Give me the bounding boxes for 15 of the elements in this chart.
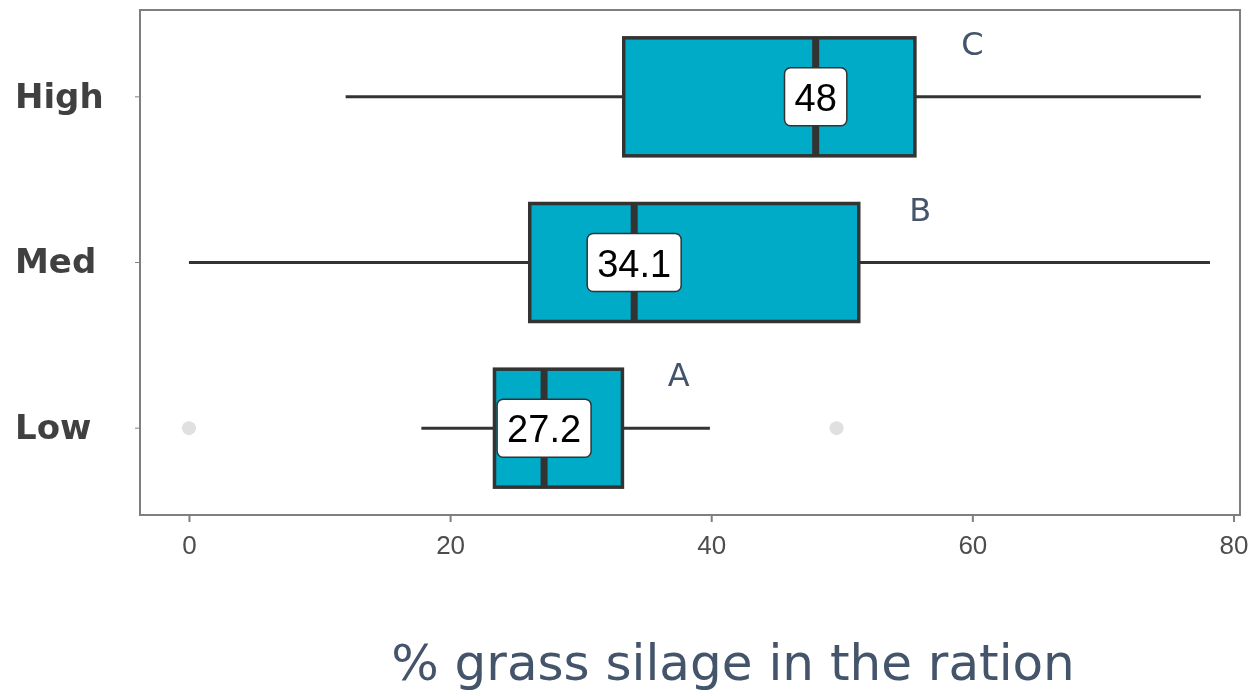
y-tick-label: High [15, 75, 104, 116]
x-tick-label: 80 [1219, 529, 1249, 560]
annotation: A [667, 356, 690, 395]
x-axis-title: % grass silage in the ration [391, 634, 1075, 692]
annotation: C [961, 24, 984, 63]
annotation: 27.2 [507, 408, 582, 451]
x-tick-label: 0 [182, 529, 197, 560]
y-tick-label: Low [15, 407, 92, 448]
x-tick-label: 20 [436, 529, 466, 560]
annotation: B [909, 190, 932, 229]
annotation: 48 [794, 76, 837, 119]
y-tick-label: Med [15, 241, 97, 282]
x-tick-label: 40 [697, 529, 727, 560]
x-tick-label: 60 [958, 529, 988, 560]
annotation: 34.1 [597, 242, 672, 285]
